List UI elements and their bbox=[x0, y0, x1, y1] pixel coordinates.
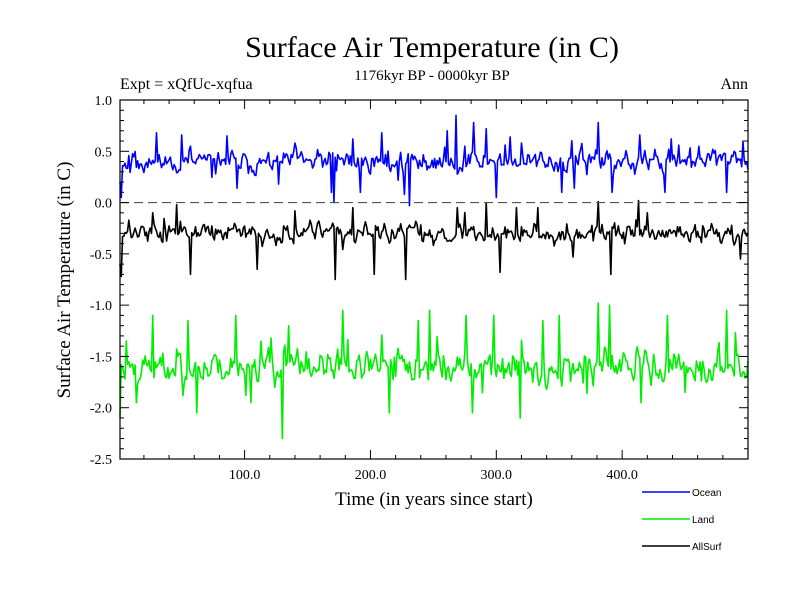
x-tick-label: 300.0 bbox=[481, 468, 513, 483]
y-tick-label: 1.0 bbox=[95, 94, 113, 109]
x-axis-label: Time (in years since start) bbox=[335, 489, 533, 510]
y-tick-label: 0.0 bbox=[95, 197, 113, 212]
y-tick-label: 0.5 bbox=[95, 145, 113, 160]
y-axis-label: Surface Air Temperature (in C) bbox=[54, 162, 75, 399]
series-allsurf-line bbox=[119, 199, 749, 281]
chart-subtitle: 1176kyr BP - 0000kyr BP bbox=[354, 68, 510, 84]
legend-allsurf-label: AllSurf bbox=[692, 542, 722, 553]
legend-ocean-label: Ocean bbox=[692, 488, 721, 499]
x-tick-label: 200.0 bbox=[355, 468, 387, 483]
season-label: Ann bbox=[720, 76, 748, 93]
experiment-label: Expt = xQfUc-xqfua bbox=[120, 76, 253, 93]
series-land-line bbox=[119, 302, 749, 440]
x-tick-label: 100.0 bbox=[229, 468, 261, 483]
y-tick-label: -2.5 bbox=[90, 453, 112, 468]
y-tick-label: -0.5 bbox=[90, 248, 112, 263]
chart-title: Surface Air Temperature (in C) bbox=[245, 31, 619, 64]
y-tick-label: -2.0 bbox=[90, 402, 112, 417]
y-tick-label: -1.5 bbox=[90, 350, 112, 365]
axes: 1.0 0.5 0.0 -0.5 -1.0 -1.5 -2.0 -2.5 100.0 200.0 3… bbox=[90, 94, 749, 483]
series-ocean-line bbox=[119, 114, 749, 207]
legend: Ocean Land AllSurf bbox=[642, 488, 722, 553]
y-tick-label: -1.0 bbox=[90, 299, 112, 314]
plot-area bbox=[119, 114, 749, 440]
x-tick-label: 400.0 bbox=[606, 468, 638, 483]
legend-land-label: Land bbox=[692, 515, 714, 526]
plot-frame bbox=[119, 99, 749, 460]
